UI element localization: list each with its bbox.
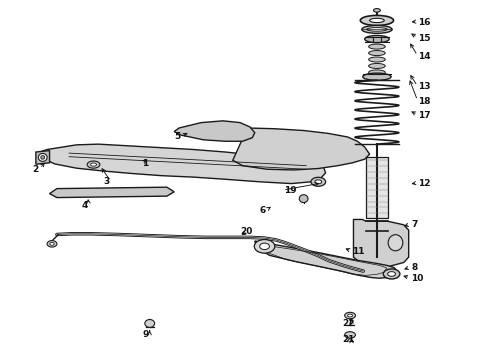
Text: 3: 3: [103, 177, 110, 186]
Ellipse shape: [347, 314, 352, 317]
Text: 6: 6: [260, 206, 266, 215]
Polygon shape: [49, 187, 174, 198]
Ellipse shape: [365, 36, 389, 42]
Polygon shape: [255, 241, 396, 278]
Ellipse shape: [47, 240, 57, 247]
Text: 20: 20: [240, 228, 252, 237]
Ellipse shape: [383, 269, 400, 279]
Ellipse shape: [360, 15, 393, 26]
Ellipse shape: [368, 70, 385, 75]
Ellipse shape: [50, 242, 54, 245]
Polygon shape: [40, 144, 326, 184]
Ellipse shape: [344, 312, 355, 319]
Ellipse shape: [368, 44, 385, 49]
Text: 9: 9: [143, 330, 149, 339]
Ellipse shape: [299, 195, 308, 203]
Polygon shape: [353, 220, 409, 267]
Text: 17: 17: [418, 111, 431, 120]
Text: 19: 19: [284, 186, 297, 195]
Text: 11: 11: [352, 247, 365, 256]
Text: 21: 21: [343, 335, 355, 344]
Text: 15: 15: [418, 34, 431, 43]
Text: 14: 14: [418, 52, 431, 61]
Text: 13: 13: [418, 82, 431, 91]
Ellipse shape: [388, 272, 395, 276]
Ellipse shape: [369, 18, 384, 23]
Ellipse shape: [311, 177, 326, 186]
Polygon shape: [174, 121, 255, 141]
Ellipse shape: [363, 73, 391, 80]
Ellipse shape: [315, 180, 322, 184]
Ellipse shape: [344, 332, 355, 338]
Polygon shape: [233, 128, 369, 170]
Ellipse shape: [368, 50, 385, 55]
Text: 16: 16: [418, 18, 431, 27]
Ellipse shape: [388, 235, 403, 251]
Text: 8: 8: [411, 264, 417, 273]
Ellipse shape: [373, 9, 380, 12]
Text: 22: 22: [343, 319, 355, 328]
Ellipse shape: [41, 156, 45, 159]
Polygon shape: [36, 150, 49, 164]
Ellipse shape: [87, 161, 100, 168]
Ellipse shape: [260, 243, 270, 249]
Text: 18: 18: [418, 96, 431, 105]
Ellipse shape: [145, 319, 155, 327]
Ellipse shape: [38, 153, 47, 161]
Text: 10: 10: [411, 274, 423, 283]
Text: 2: 2: [32, 165, 39, 174]
Ellipse shape: [254, 239, 275, 253]
Text: 4: 4: [81, 201, 88, 210]
Ellipse shape: [91, 163, 97, 166]
Text: 1: 1: [143, 159, 148, 168]
Text: 5: 5: [174, 132, 180, 141]
Ellipse shape: [367, 28, 387, 31]
Ellipse shape: [362, 26, 392, 33]
Bar: [366, 157, 388, 218]
Text: 12: 12: [418, 179, 431, 188]
Ellipse shape: [368, 57, 385, 62]
Ellipse shape: [368, 63, 385, 68]
Text: 7: 7: [411, 220, 417, 229]
